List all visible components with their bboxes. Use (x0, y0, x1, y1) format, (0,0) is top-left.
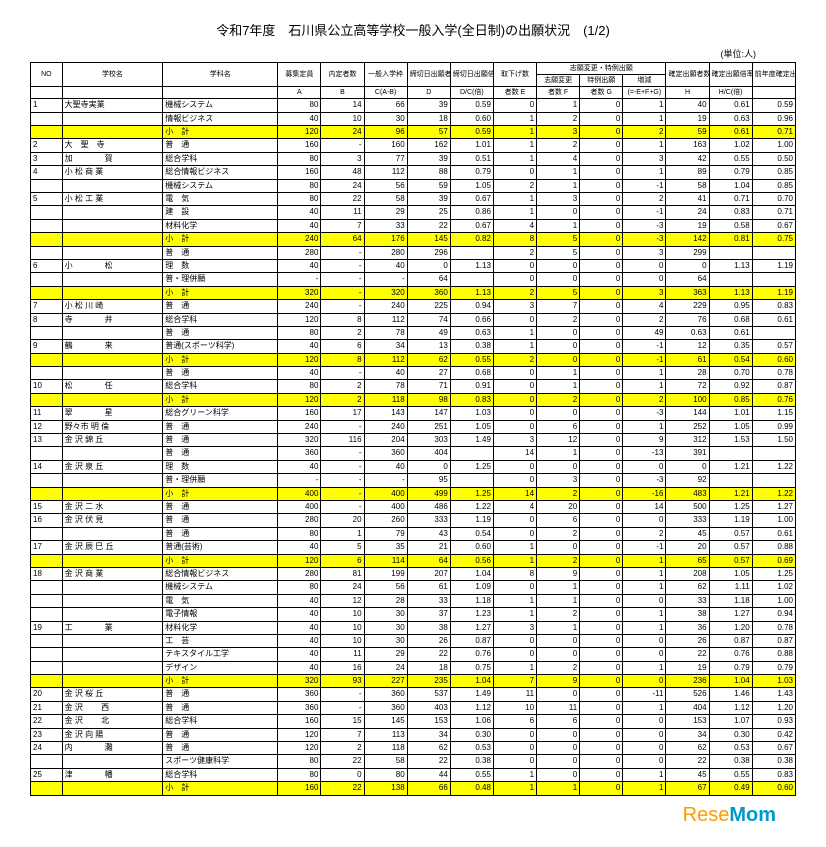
table-row: 16金 沢 伏 見普 通280202603331.1906003331.191.… (31, 514, 796, 527)
table-row: 6小 松理 数40-4001.13000001.131.19 (31, 259, 796, 272)
h-s2: 特例出願 (580, 75, 623, 87)
table-row: 工 芸401030260.870000260.870.87 (31, 634, 796, 647)
table-row: 1大聖寺実業機械システム801466390.590101400.610.59 (31, 99, 796, 112)
h-school: 学校名 (62, 63, 163, 87)
h2-b: B (321, 87, 364, 99)
h2-e: 者数 E (493, 87, 536, 99)
table-row: 21金 沢 西普 通360-3604031.121011014041.121.2… (31, 701, 796, 714)
table-row: 小 計16022138660.481101670.490.60 (31, 782, 796, 795)
table-row: 25津 幡総合学科80080440.551001450.550.83 (31, 768, 796, 781)
table-row: 4小 松 商 業総合情報ビジネス16048112880.790101890.79… (31, 166, 796, 179)
table-row: 11翠 星総合グリーン科学160171431471.03000-31441.01… (31, 407, 796, 420)
table-row: 材料化学40733220.67410-3190.580.67 (31, 219, 796, 232)
table-row: 小 計1208112620.55200-1610.540.60 (31, 353, 796, 366)
h-a: 募集定員 (278, 63, 321, 87)
table-row: 20金 沢 桜 丘普 通360-3605371.491100-115261.46… (31, 688, 796, 701)
table-row: 23金 沢 向 陽普 通1207113340.300000340.300.42 (31, 728, 796, 741)
table-row: 2大 聖 寺普 通160-1601621.0112011631.021.00 (31, 139, 796, 152)
table-head: NO 学校名 学科名 募集定員 内定者数 一般入学枠 締切日出願者数 締切日出願… (31, 63, 796, 99)
h2-dc: D/C(倍) (450, 87, 493, 99)
logo-r: Rese (683, 804, 730, 826)
table-row: 22金 沢 北総合学科160151451531.0666001531.070.9… (31, 715, 796, 728)
table-row: 17金 沢 辰 巳 丘普通(芸術)40535210.60100-1200.570… (31, 541, 796, 554)
table-row: 小 計320932272351.0479002361.041.03 (31, 675, 796, 688)
h2-g: 者数 G (580, 87, 623, 99)
h-dept: 学科名 (163, 63, 278, 87)
table-row: 普・理併願---64000064 (31, 273, 796, 286)
table-row: 7小 松 川 崎普 通240-2402250.9437042290.950.83 (31, 300, 796, 313)
admissions-table: NO 学校名 学科名 募集定員 内定者数 一般入学枠 締切日出願者数 締切日出願… (30, 62, 796, 796)
table-row: 12野々市 明 倫普 通240-2402511.0506012521.050.9… (31, 420, 796, 433)
table-row: 15金 沢 二 水普 通400-4004861.224200145001.251… (31, 501, 796, 514)
table-row: 小 計320-3203601.1325033631.131.19 (31, 286, 796, 299)
table-row: 8寺 井総合学科1208112740.660202760.680.61 (31, 313, 796, 326)
table-row: 19工 業材料化学401030381.273101361.200.78 (31, 621, 796, 634)
table-row: 普 通40-40270.680101280.700.78 (31, 367, 796, 380)
table-body: 1大聖寺実業機械システム801466390.590101400.610.59情報… (31, 99, 796, 795)
h-no: NO (31, 63, 63, 87)
logo: ReseMom (30, 804, 796, 827)
table-row: 普 通280-2802962503299 (31, 246, 796, 259)
table-row: スポーツ健康科学802258220.380000220.380.38 (31, 755, 796, 768)
table-row: 3加 賀総合学科80377390.511403420.550.50 (31, 152, 796, 165)
h2-d2: (=-E+F+G) (623, 87, 666, 99)
table-row: 電子情報401030371.231201381.270.94 (31, 608, 796, 621)
logo-m: Mom (729, 804, 776, 826)
table-row: 5小 松 工 業電 気802258390.671302410.710.70 (31, 193, 796, 206)
h-c: 一般入学枠 (364, 63, 407, 87)
h-s1: 志願変更 (537, 75, 580, 87)
table-row: 小 計1202496570.591302590.610.71 (31, 126, 796, 139)
table-row: 14金 沢 泉 丘理 数40-4001.25000001.211.22 (31, 460, 796, 473)
table-row: 普 通80179430.540202450.570.61 (31, 527, 796, 540)
h2-f: 者数 F (537, 87, 580, 99)
table-row: 機械システム802456591.05210-1581.040.85 (31, 179, 796, 192)
table-row: 普 通360-3604041410-13391 (31, 447, 796, 460)
table-row: 普・理併願---95030-392 (31, 474, 796, 487)
table-row: 18金 沢 商 業総合情報ビジネス280811992071.0489012081… (31, 567, 796, 580)
h-d: 締切日出願者数 (407, 63, 450, 87)
h2-c: C(A-B) (364, 87, 407, 99)
h-s3: 増減 (623, 75, 666, 87)
h-e: 取下げ数 (493, 63, 536, 87)
h-b: 内定者数 (321, 63, 364, 87)
table-row: 機械システム802456611.090101621.111.02 (31, 581, 796, 594)
table-row: 小 計1206114640.561201650.570.69 (31, 554, 796, 567)
table-row: 9鶴 来普通(スポーツ科学)40634130.38100-1120.350.57 (31, 340, 796, 353)
h-change: 志願変更・特例出願 (537, 63, 666, 75)
table-row: 普 通80278490.63100490.630.61 (31, 326, 796, 339)
table-row: 電 気401228331.181100331.181.00 (31, 594, 796, 607)
h2-hc: H/C(倍) (709, 87, 752, 99)
table-row: デザイン401624180.751201190.790.79 (31, 661, 796, 674)
table-row: 24内 灘普 通1202118620.530000620.530.67 (31, 742, 796, 755)
table-row: 小 計400-4004991.251420-164831.211.22 (31, 487, 796, 500)
table-row: 10松 任総合学科80278710.910101720.920.87 (31, 380, 796, 393)
h-hc: 確定出願倍率 (709, 63, 752, 87)
table-row: 建 設401129250.86100-1240.830.71 (31, 206, 796, 219)
h-dc: 締切日出願倍率 (450, 63, 493, 87)
table-row: 小 計240641761450.82850-31420.810.75 (31, 233, 796, 246)
h-prev: 前年度確定出願倍率 (752, 63, 795, 87)
h2-h: H (666, 87, 709, 99)
table-row: 13金 沢 錦 丘普 通3201162043031.49312093121.53… (31, 434, 796, 447)
unit-label: (単位:人) (30, 47, 796, 60)
page-title: 令和7年度 石川県公立高等学校一般入学(全日制)の出願状況 (1/2) (30, 20, 796, 39)
h2-a: A (278, 87, 321, 99)
table-row: 情報ビジネス401030180.601201190.630.96 (31, 112, 796, 125)
h2-d: D (407, 87, 450, 99)
h-h: 確定出願者数 (666, 63, 709, 87)
table-row: テキスタイル工学401129220.760000220.760.88 (31, 648, 796, 661)
table-row: 小 計1202118980.8302021000.850.76 (31, 393, 796, 406)
